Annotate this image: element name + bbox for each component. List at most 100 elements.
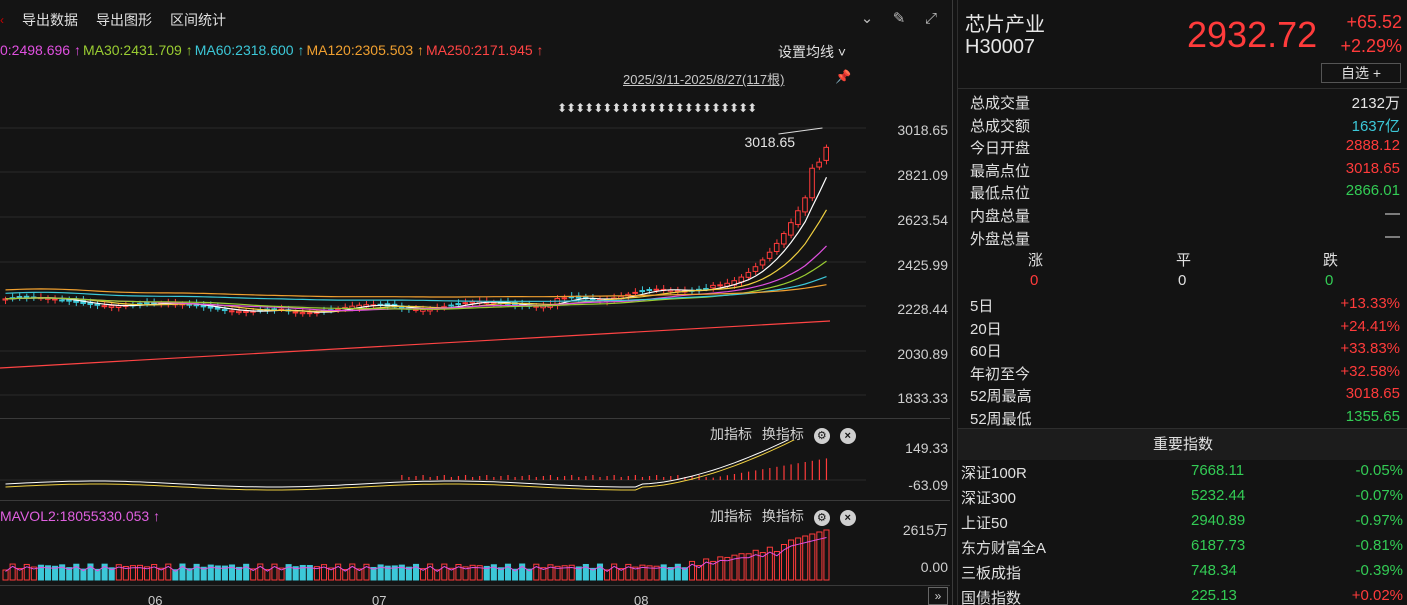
volume-bar <box>731 554 738 581</box>
volume-bar <box>356 568 363 581</box>
volume-bar <box>221 565 228 581</box>
key-indices-title: 重要指数 <box>958 428 1407 460</box>
volume-bar <box>795 537 802 581</box>
stat-label: 今日开盘 <box>970 140 1031 158</box>
range-stats-button[interactable]: 区间统计 <box>170 12 226 28</box>
volume-bar <box>292 566 299 581</box>
panel-splitter[interactable] <box>952 0 953 605</box>
price-axis-label: 1833.33 <box>897 390 948 406</box>
dea-line <box>5 440 795 491</box>
gear-icon[interactable]: ⚙ <box>813 510 830 526</box>
volume-bar <box>200 566 207 581</box>
volume-bar <box>165 563 172 581</box>
volume-bar <box>639 564 646 581</box>
period-row: 60日 +33.83% <box>970 340 1400 362</box>
index-row[interactable]: 上证50 2940.89 -0.97% <box>961 512 1403 537</box>
volume-bar <box>328 567 335 581</box>
volume-bar <box>250 568 257 581</box>
ma-curve <box>5 284 827 298</box>
divider <box>0 500 950 501</box>
volume-bar <box>490 564 497 581</box>
period-value: +13.33% <box>1340 295 1400 312</box>
swap-indicator-button[interactable]: 换指标 <box>761 508 804 524</box>
month-label: 07 <box>372 593 387 605</box>
index-row[interactable]: 东方财富全A 6187.73 -0.81% <box>961 537 1403 562</box>
volume-bar <box>384 565 391 581</box>
volume-bar <box>30 566 37 581</box>
volume-bar <box>611 563 618 581</box>
candle-body <box>16 296 23 299</box>
close-icon[interactable]: × <box>839 428 856 444</box>
index-row-change: -0.81% <box>1355 537 1403 554</box>
date-range-link[interactable]: 2025/3/11-2025/8/27(117根) <box>623 72 785 87</box>
index-row[interactable]: 深证100R 7668.11 -0.05% <box>961 462 1403 487</box>
vol-axis-bottom: 0.00 <box>920 559 948 575</box>
volume-bar <box>37 564 44 581</box>
stat-label: 最低点位 <box>970 185 1031 203</box>
ma-settings-button[interactable]: 设置均线 ˅ <box>778 44 847 60</box>
period-row: 52周最高 3018.65 <box>970 385 1400 407</box>
volume-bar <box>412 563 420 581</box>
scroll-right-button[interactable]: » <box>928 587 948 605</box>
fullscreen-icon[interactable]: ⤢ <box>924 10 937 27</box>
volume-bar <box>483 565 490 581</box>
volume-bar <box>469 564 476 581</box>
close-icon[interactable]: × <box>839 510 856 526</box>
volume-bar <box>193 563 200 581</box>
high-annotation-label: 3018.65 <box>744 134 795 150</box>
index-row-price: 2940.89 <box>1191 512 1246 529</box>
volume-bar <box>823 529 830 581</box>
ma-legend-item: MA30:2431.709 ↑ <box>82 42 193 58</box>
toolbar-caret-icon[interactable]: ‹ <box>0 13 4 27</box>
gear-icon[interactable]: ⚙ <box>813 428 830 444</box>
period-row: 5日 +13.33% <box>970 295 1400 317</box>
macd-axis-top: 149.33 <box>905 440 948 456</box>
pin-icon[interactable]: 📌 <box>835 69 852 84</box>
volume-bar <box>129 565 136 581</box>
updown-value: 0 <box>1325 272 1334 289</box>
index-row-change: -0.39% <box>1355 562 1403 579</box>
volume-bar <box>561 565 568 581</box>
candle-body <box>462 302 469 305</box>
volume-bar <box>681 567 688 581</box>
ma-legend-item: MA120:2305.503 ↑ <box>306 42 424 58</box>
volume-bar <box>228 564 236 581</box>
brush-icon[interactable]: ✎ <box>892 10 906 27</box>
volume-bar <box>405 566 412 581</box>
period-value: 1355.65 <box>1345 408 1400 425</box>
index-row-name: 上证50 <box>961 515 1008 532</box>
price-axis-label: 2228.44 <box>897 301 948 317</box>
index-row[interactable]: 深证300 5232.44 -0.07% <box>961 487 1403 512</box>
export-data-button[interactable]: 导出数据 <box>22 12 78 28</box>
add-indicator-button[interactable]: 加指标 <box>710 426 752 442</box>
index-row[interactable]: 三板成指 748.34 -0.39% <box>961 562 1403 587</box>
volume-chart[interactable] <box>0 524 866 582</box>
candle-body <box>108 305 115 308</box>
index-row[interactable]: 国债指数 225.13 +0.02% <box>961 587 1403 605</box>
stat-label: 总成交量 <box>970 95 1031 112</box>
volume-bar <box>653 565 660 581</box>
macd-chart[interactable] <box>0 440 866 498</box>
volume-bar <box>59 564 66 581</box>
chevron-down-circle-icon[interactable]: ⌄ <box>860 10 874 27</box>
export-chart-button[interactable]: 导出图形 <box>96 12 152 28</box>
candle-body <box>752 266 759 272</box>
volume-bar <box>243 563 250 581</box>
volume-bar <box>632 566 639 581</box>
stat-value: 2866.01 <box>1345 182 1400 200</box>
kline-chart[interactable]: 3018.65 <box>0 60 866 415</box>
price-change-pct: +2.29% <box>1340 36 1402 56</box>
ma-curve <box>5 209 828 312</box>
add-indicator-button[interactable]: 加指标 <box>710 508 752 524</box>
candle-body <box>653 288 660 291</box>
volume-bar <box>476 565 483 581</box>
vol-tools: 加指标 换指标 ⚙ × <box>710 506 856 526</box>
ma-legend-item: MA250:2171.945 ↑ <box>426 42 544 58</box>
period-label: 年初至今 <box>970 365 1031 383</box>
candle-body <box>823 146 830 161</box>
swap-indicator-button[interactable]: 换指标 <box>761 426 804 442</box>
volume-bar <box>766 546 773 581</box>
candle-body <box>243 310 249 313</box>
volume-bar <box>306 565 313 581</box>
add-watchlist-button[interactable]: 自选 + <box>1321 63 1401 83</box>
